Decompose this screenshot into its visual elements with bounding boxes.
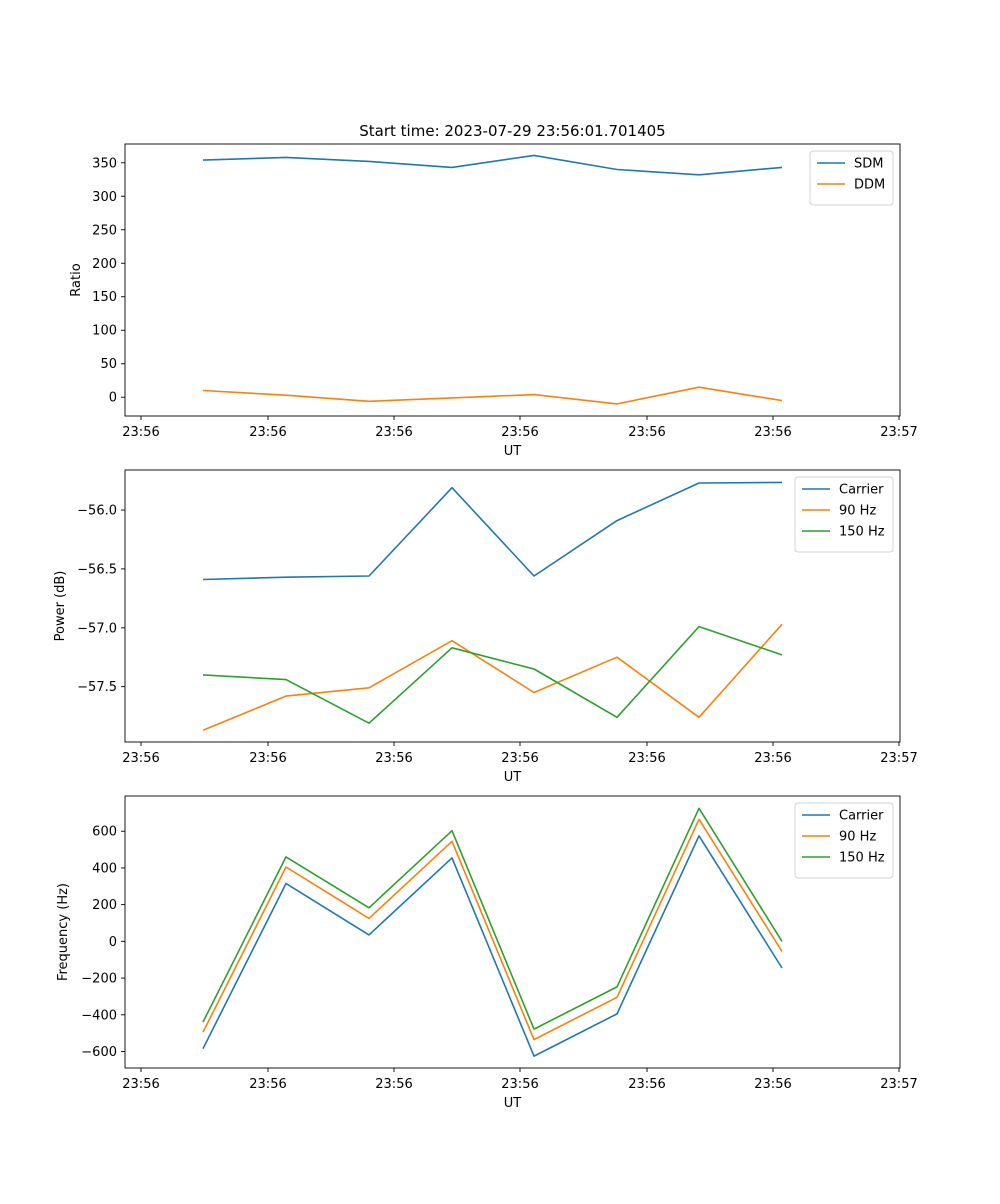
x-tick-label-1-5: 23:56 [628, 425, 665, 440]
x-axis-label-2: UT [504, 770, 522, 785]
y-tick-label-1-4: 150 [92, 290, 117, 305]
y-tick-label-3-4: 0 [109, 935, 117, 950]
series-line-3-150-hz [202, 807, 783, 1030]
x-tick-label-3-6: 23:56 [754, 1077, 791, 1092]
x-tick-label-2-1: 23:56 [122, 751, 159, 766]
series-line-3-90-hz [202, 818, 783, 1041]
y-tick-label-1-6: 250 [92, 223, 117, 238]
y-tick-label-1-1: 0 [109, 391, 117, 406]
y-tick-label-3-2: −400 [81, 1008, 117, 1023]
y-tick-label-1-2: 50 [100, 357, 117, 372]
figure-title: Start time: 2023-07-29 23:56:01.701405 [359, 122, 665, 140]
y-tick-label-3-7: 600 [92, 825, 117, 840]
y-tick-label-1-7: 300 [92, 190, 117, 205]
x-tick-label-3-4: 23:56 [501, 1077, 538, 1092]
plot-frame-1 [124, 143, 901, 417]
series-line-1-ddm [202, 386, 783, 405]
legend-box-3 [794, 802, 894, 879]
legend-label-1-sdm: SDM [854, 157, 883, 172]
legend-box-1 [809, 150, 894, 206]
x-tick-label-1-6: 23:56 [754, 425, 791, 440]
x-tick-label-1-4: 23:56 [501, 425, 538, 440]
x-axis-label-3: UT [504, 1096, 522, 1111]
y-tick-label-1-8: 350 [92, 156, 117, 171]
x-tick-label-2-4: 23:56 [501, 751, 538, 766]
series-line-3-carrier [202, 834, 783, 1057]
x-axis-label-1: UT [504, 444, 522, 459]
legend-label-3-90-hz: 90 Hz [839, 830, 876, 845]
x-tick-label-3-7: 23:57 [880, 1077, 917, 1092]
y-tick-label-1-3: 100 [92, 324, 117, 339]
x-tick-label-3-2: 23:56 [249, 1077, 286, 1092]
y-tick-label-3-6: 400 [92, 861, 117, 876]
legend-label-3-150-hz: 150 Hz [839, 851, 885, 866]
legend-label-3-carrier: Carrier [839, 809, 884, 824]
legend-label-1-ddm: DDM [854, 178, 885, 193]
x-tick-label-1-7: 23:57 [880, 425, 917, 440]
x-tick-label-2-2: 23:56 [249, 751, 286, 766]
y-tick-label-3-3: −200 [81, 972, 117, 987]
x-tick-label-1-2: 23:56 [249, 425, 286, 440]
y-tick-label-3-5: 200 [92, 898, 117, 913]
x-tick-label-2-3: 23:56 [375, 751, 412, 766]
y-tick-label-2-4: −56.0 [77, 504, 117, 519]
y-tick-label-2-2: −57.0 [77, 621, 117, 636]
y-axis-label-3: Frequency (Hz) [56, 883, 71, 981]
legend-label-2-90-hz: 90 Hz [839, 504, 876, 519]
y-tick-label-3-1: −600 [81, 1045, 117, 1060]
x-tick-label-3-1: 23:56 [122, 1077, 159, 1092]
legend-label-2-carrier: Carrier [839, 483, 884, 498]
y-tick-label-2-1: −57.5 [77, 680, 117, 695]
plot-frame-2 [124, 469, 901, 743]
y-tick-label-1-5: 200 [92, 257, 117, 272]
y-tick-label-2-3: −56.5 [77, 562, 117, 577]
x-tick-label-3-3: 23:56 [375, 1077, 412, 1092]
series-line-2-carrier [202, 481, 783, 581]
x-tick-label-2-7: 23:57 [880, 751, 917, 766]
plot-frame-3 [124, 795, 901, 1069]
x-tick-label-1-3: 23:56 [375, 425, 412, 440]
series-line-2-150-hz [202, 625, 783, 725]
legend-label-2-150-hz: 150 Hz [839, 525, 885, 540]
legend-box-2 [794, 476, 894, 553]
y-axis-label-1: Ratio [69, 263, 84, 296]
x-tick-label-1-1: 23:56 [122, 425, 159, 440]
x-tick-label-2-6: 23:56 [754, 751, 791, 766]
series-line-1-sdm [202, 154, 783, 176]
x-tick-label-2-5: 23:56 [628, 751, 665, 766]
x-tick-label-3-5: 23:56 [628, 1077, 665, 1092]
y-axis-label-2: Power (dB) [53, 571, 68, 642]
series-line-2-90-hz [202, 623, 783, 731]
